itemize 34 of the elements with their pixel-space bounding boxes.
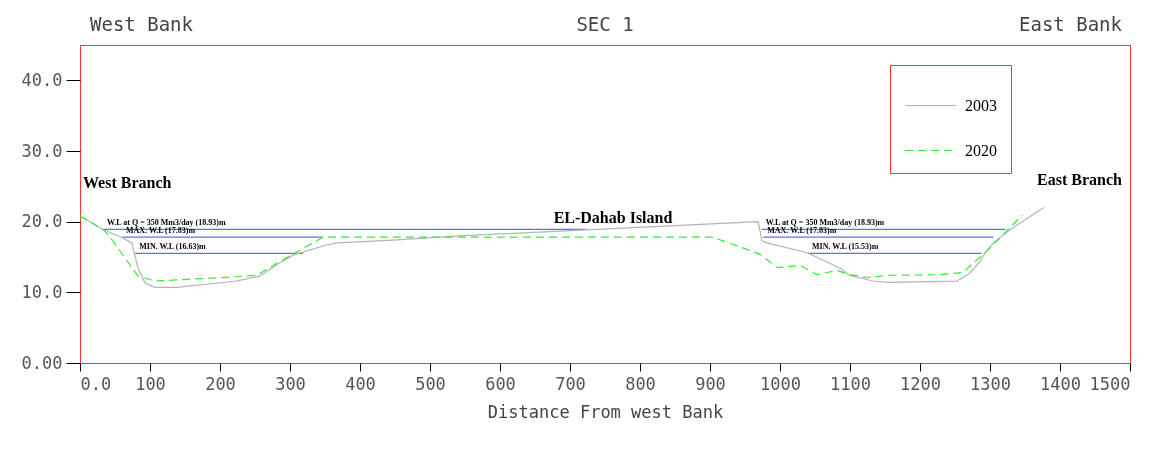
legend-label: 2003 bbox=[965, 96, 997, 114]
x-tick-label: 400 bbox=[345, 373, 376, 394]
y-tick-label: 40.0 bbox=[21, 69, 63, 90]
x-tick-label: 700 bbox=[555, 373, 586, 394]
x-tick-label: 1200 bbox=[900, 373, 941, 394]
annotation: East Branch bbox=[1037, 171, 1123, 188]
text: West Bank bbox=[90, 13, 194, 35]
y-tick-label: 10.0 bbox=[21, 281, 63, 302]
x-tick-label: 300 bbox=[275, 373, 306, 394]
x-tick-label: 1400 bbox=[1040, 373, 1081, 394]
x-tick-label: 900 bbox=[695, 373, 726, 394]
series-label: MIN. W.L (16.63)m bbox=[139, 242, 207, 252]
x-tick-label: 500 bbox=[415, 373, 446, 394]
x-tick-label: 200 bbox=[205, 373, 236, 394]
x-tick-label: 0.0 bbox=[80, 373, 112, 394]
x-tick-label: 800 bbox=[625, 373, 656, 394]
y-tick-label: 30.0 bbox=[21, 140, 63, 161]
y-tick-label: 0.00 bbox=[21, 352, 63, 373]
x-tick-label: 1300 bbox=[970, 373, 1011, 394]
x-tick-label: 600 bbox=[485, 373, 516, 394]
x-axis-title: Distance From west Bank bbox=[487, 401, 724, 422]
y-tick-label: 20.0 bbox=[21, 211, 63, 232]
chart-title: SEC 1 bbox=[576, 13, 634, 35]
x-tick-label: 1500 bbox=[1089, 373, 1131, 394]
x-tick-label: 1100 bbox=[830, 373, 871, 394]
series-label: W.L at Q = 350 Mm3/day (18.93)m bbox=[765, 218, 885, 228]
series-label: W.L at Q = 350 Mm3/day (18.93)m bbox=[107, 218, 226, 228]
annotation: West Branch bbox=[83, 174, 172, 191]
series-label: MIN. W.L (15.53)m bbox=[812, 242, 879, 252]
x-tick-label: 1000 bbox=[760, 373, 801, 394]
x-tick-label: 100 bbox=[135, 373, 166, 394]
text: East Bank bbox=[1019, 13, 1123, 35]
legend-label: 2020 bbox=[965, 141, 997, 159]
annotation: EL-Dahab Island bbox=[553, 209, 673, 226]
